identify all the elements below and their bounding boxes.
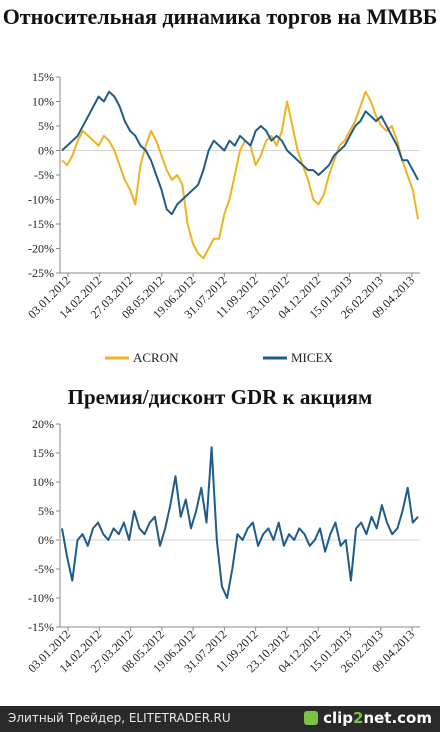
chart1-y-tick-label: 15%	[32, 70, 54, 84]
clip2net-brand: clip2net.com	[323, 709, 432, 727]
brand-part-a: clip	[323, 709, 353, 727]
chart2-y-tick-label: 0%	[38, 533, 54, 547]
chart1-title: Относительная динамика торгов на ММВБ	[2, 4, 438, 29]
chart2-y-tick-label: 10%	[32, 475, 54, 489]
chart2-y-tick-label: -15%	[28, 620, 54, 634]
chart1-series-line-acron	[61, 90, 419, 260]
chart1-y-tick-label: 5%	[38, 119, 54, 133]
chart2-plot: 20%15%10%5%0%-5%-10%-15%03.01.201214.02.…	[25, 417, 420, 675]
chart1-y-tick-label: -10%	[28, 193, 54, 207]
chart2-y-tick-label: -10%	[28, 591, 54, 605]
chart1-y-tick-label: 0%	[38, 144, 54, 158]
legend-label-acron: ACRON	[133, 350, 179, 365]
chart1-series-line-micex	[61, 90, 419, 216]
chart1-y-tick-label: -5%	[34, 168, 54, 182]
chart2-y-tick-label: 5%	[38, 504, 54, 518]
clip2net-logo-icon	[304, 711, 318, 725]
legend-label-micex: MICEX	[291, 350, 334, 365]
chart2-title: Премия/дисконт GDR к акциям	[67, 385, 373, 409]
footer-bar: Элитный Трейдер, ELITETRADER.RU clip2net…	[0, 706, 440, 732]
brand-part-d: .com	[391, 709, 432, 727]
chart2-y-tick-label: 20%	[32, 417, 54, 431]
chart1-y-tick-label: -20%	[28, 242, 54, 256]
brand-part-c: net	[363, 709, 392, 727]
chart1-y-tick-label: 10%	[32, 95, 54, 109]
chart2-y-tick-label: 15%	[32, 446, 54, 460]
chart1-plot: 15%10%5%0%-5%-10%-15%-20%-25%03.01.20121…	[25, 70, 420, 365]
chart2-y-tick-label: -5%	[34, 562, 54, 576]
footer-source-text: Элитный Трейдер, ELITETRADER.RU	[8, 711, 231, 725]
brand-part-b: 2	[353, 709, 364, 727]
chart1-y-tick-label: -25%	[28, 266, 54, 280]
chart2-series-line-0	[61, 446, 419, 599]
chart1-y-tick-label: -15%	[28, 217, 54, 231]
